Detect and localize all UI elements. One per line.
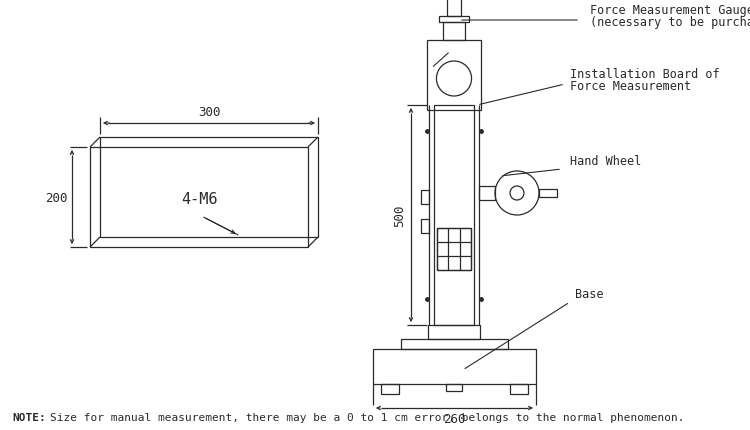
Text: 300: 300 — [198, 106, 220, 119]
Text: Hand Wheel: Hand Wheel — [570, 155, 641, 168]
Bar — [401, 339, 508, 349]
Bar — [439, 17, 469, 23]
Bar — [434, 106, 474, 325]
Bar — [100, 138, 318, 237]
Text: Force Measurement Gauge: Force Measurement Gauge — [590, 4, 750, 17]
Bar — [381, 384, 399, 394]
Text: Installation Board of: Installation Board of — [570, 68, 719, 81]
Text: NOTE:: NOTE: — [12, 412, 46, 422]
Bar — [510, 384, 528, 394]
Bar — [447, 0, 461, 17]
Text: Size for manual measurement, there may be a 0 to 1 cm error, belongs to the norm: Size for manual measurement, there may b… — [50, 412, 685, 422]
Text: 4-M6: 4-M6 — [181, 192, 218, 207]
Text: 260: 260 — [443, 412, 466, 425]
Bar — [479, 187, 495, 200]
Bar — [539, 190, 557, 197]
Bar — [90, 147, 308, 247]
Bar — [427, 41, 481, 111]
Text: Force Measurement: Force Measurement — [570, 80, 691, 93]
Text: Base: Base — [575, 287, 604, 300]
Text: (necessary to be purchased: (necessary to be purchased — [590, 16, 750, 29]
Bar — [421, 191, 429, 205]
Bar — [373, 349, 536, 384]
Text: 200: 200 — [46, 191, 68, 204]
Bar — [443, 23, 465, 41]
Bar — [421, 219, 429, 233]
Text: 500: 500 — [393, 204, 406, 227]
Bar — [437, 228, 471, 270]
Bar — [446, 384, 462, 391]
Bar — [428, 325, 480, 339]
